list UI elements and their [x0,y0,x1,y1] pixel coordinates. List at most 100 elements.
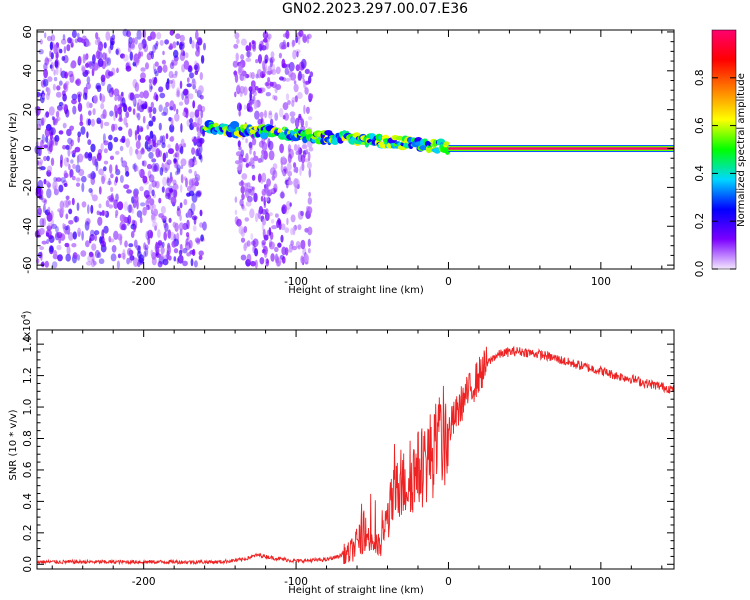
noise-blob-0-602 [148,174,155,183]
noise-blob-0-784 [43,68,48,79]
noise-blob-0-538 [41,117,45,126]
noise-blob-1-64 [300,154,306,164]
noise-blob-1-401 [250,260,256,267]
noise-blob-0-689 [168,148,174,155]
noise-blob-0-449 [59,48,63,54]
noise-blob-1-269 [233,70,238,76]
snr-panel: -200 -100 0 100 0.0 0.2 0.4 0.6 0.8 1.0 1.2 1.4 He… [8,310,675,596]
noise-blob-0-667 [195,148,200,157]
noise-blob-0-891 [149,31,156,40]
noise-blob-1-380 [297,73,301,81]
noise-blob-0-627 [152,63,156,72]
noise-blob-0-24 [54,134,60,143]
noise-blob-0-433 [150,101,154,109]
snr-y-tick-label: 0.6 [22,461,34,478]
noise-blob-0-826 [72,252,78,259]
noise-blob-0-948 [173,248,179,254]
noise-blob-0-921 [48,144,53,153]
noise-blob-0-895 [190,202,196,213]
noise-blob-0-646 [85,261,92,266]
noise-blob-0-675 [161,111,167,116]
noise-blob-0-777 [40,166,46,171]
noise-blob-0-572 [109,238,115,243]
noise-blob-0-815 [192,138,198,143]
noise-blob-0-858 [37,179,44,190]
noise-blob-0-968 [84,221,90,231]
snr-frame [36,329,675,570]
noise-blob-0-286 [148,78,152,84]
noise-blob-1-68 [235,52,239,62]
noise-blob-1-145 [260,195,264,202]
noise-blob-0-109 [95,161,99,172]
spectrogram-marks [34,28,674,270]
noise-blob-0-436 [195,49,200,57]
snr-x-tick-label: 0 [445,576,452,588]
snr-y-tick-label: 1.2 [22,367,34,384]
noise-blob-1-428 [297,144,300,151]
noise-blob-0-924 [129,146,133,157]
noise-blob-0-811 [173,188,178,199]
noise-blob-1-171 [277,242,282,248]
snr-y-tick-label: 1.4 [22,335,34,352]
noise-blob-0-499 [110,186,114,193]
noise-blob-0-278 [106,180,113,186]
noise-blob-0-524 [60,38,67,45]
noise-blob-0-793 [53,69,56,76]
noise-blob-1-266 [253,99,258,110]
noise-blob-0-676 [99,92,102,102]
noise-blob-0-870 [119,214,125,222]
noise-blob-0-375 [165,81,171,91]
noise-blob-0-335 [52,137,57,142]
noise-blob-1-282 [261,150,265,158]
noise-blob-0-987 [44,127,51,137]
noise-blob-1-431 [285,77,290,82]
noise-blob-0-943 [193,159,198,166]
noise-blob-1-358 [303,150,307,158]
noise-blob-1-111 [304,68,310,75]
noise-blob-0-957 [84,151,89,159]
noise-blob-1-351 [275,84,282,90]
noise-blob-1-99 [249,148,252,155]
noise-blob-0-594 [138,254,145,264]
noise-blob-0-696 [203,42,206,51]
noise-blob-0-535 [67,37,72,44]
noise-blob-1-353 [234,32,240,40]
noise-blob-0-744 [123,116,128,126]
noise-blob-1-382 [261,172,267,183]
noise-blob-0-133 [53,76,58,82]
noise-blob-1-38 [294,95,298,103]
noise-blob-0-264 [162,258,169,266]
noise-blob-0-786 [111,123,115,132]
noise-blob-1-330 [281,246,287,256]
noise-blob-1-301 [276,220,280,228]
noise-blob-1-383 [306,33,312,39]
noise-blob-0-416 [96,210,101,216]
noise-blob-0-522 [132,61,137,67]
noise-blob-0-842 [179,244,183,250]
noise-blob-0-772 [161,241,165,248]
noise-blob-0-619 [90,176,96,186]
noise-blob-0-866 [137,51,142,59]
noise-blob-0-148 [47,57,53,62]
noise-blob-0-860 [120,156,124,163]
noise-blob-0-807 [64,71,68,79]
noise-blob-1-159 [293,80,297,85]
noise-blob-1-232 [268,227,272,236]
colorbar-tick-label: 0.4 [694,165,706,182]
noise-blob-1-120 [251,164,256,169]
noise-blob-0-243 [127,106,132,112]
noise-blob-0-119 [102,95,106,103]
noise-blob-0-760 [125,65,132,72]
noise-blob-0-780 [71,243,77,248]
noise-blob-0-792 [62,93,67,102]
noise-blob-1-367 [281,206,286,215]
noise-blob-1-117 [304,87,309,95]
noise-blob-0-551 [123,104,128,113]
noise-blob-0-810 [138,42,144,50]
noise-blob-0-145 [138,169,142,175]
noise-blob-0-275 [116,67,119,74]
noise-blob-1-406 [308,248,311,254]
noise-blob-1-388 [300,255,305,264]
noise-blob-1-254 [294,117,300,128]
noise-blob-0-408 [165,187,171,197]
